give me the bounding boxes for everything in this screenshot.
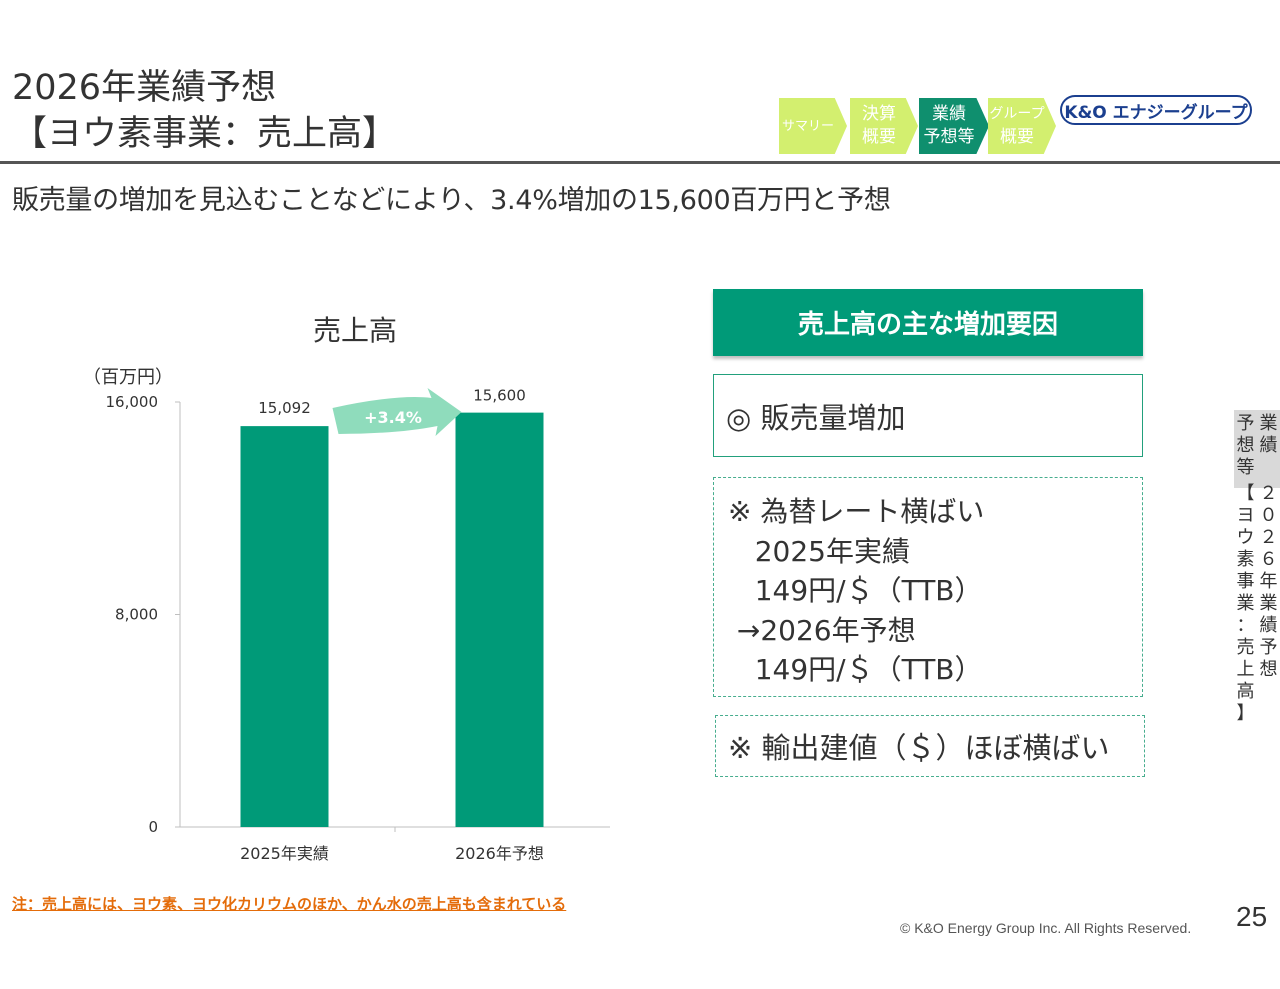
y-tick-label: 0 <box>148 818 158 836</box>
factor-export-price-box: ※ 輸出建値（＄）ほぼ横ばい <box>715 715 1145 777</box>
sidebar-char: 等 <box>1236 457 1255 478</box>
page-title-line1: 2026年業績予想 <box>12 68 277 108</box>
page-number: 25 <box>1236 901 1268 932</box>
x-category-label: 2026年予想 <box>455 844 544 863</box>
sidebar-vertical-text: 予想等 <box>1234 413 1257 479</box>
growth-annotation: +3.4% <box>364 408 422 427</box>
nav-summary-label: サマリー <box>781 118 834 134</box>
footnote: 注：売上高には、ヨウ素、ヨウ化カリウムのほか、かん水の売上高も含まれている <box>12 895 567 913</box>
fx-line: 149円/＄（TTB） <box>728 574 983 607</box>
sidebar-char: 年 <box>1259 571 1278 592</box>
sidebar-char: ： <box>1236 615 1255 636</box>
sidebar-char: 績 <box>1259 435 1278 456</box>
sidebar-char: ２ <box>1259 527 1278 548</box>
y-tick-label: 16,000 <box>106 393 159 411</box>
fx-line: →2026年予想 <box>728 613 916 647</box>
sidebar-char: 想 <box>1259 659 1278 680</box>
company-logo: K&O エナジーグループ <box>1060 95 1252 125</box>
y-axis-label: （百万円） <box>83 367 173 388</box>
nav-tab-summary[interactable]: サマリー <box>779 98 847 154</box>
nav-tab-forecast[interactable]: 業績 予想等 <box>919 98 989 154</box>
nav-results-label-1: 決算 <box>862 104 896 124</box>
y-tick-label: 8,000 <box>115 606 158 624</box>
factors-header: 売上高の主な増加要因 <box>713 289 1143 356</box>
sidebar-char: ヨ <box>1236 505 1255 526</box>
fx-line: ※ 為替レート横ばい <box>728 495 985 528</box>
sidebar-section-tag <box>1234 410 1280 488</box>
nav-results-label-2: 概要 <box>862 127 896 147</box>
bar-value-label: 15,092 <box>258 399 311 417</box>
nav-tab-results[interactable]: 決算 概要 <box>850 98 918 154</box>
nav-tab-group[interactable]: グループ 概要 <box>988 98 1056 154</box>
sidebar-char: ウ <box>1236 527 1255 548</box>
sidebar-char: 素 <box>1236 549 1255 570</box>
fx-line: 2025年実績 <box>728 534 910 568</box>
sidebar-char: 業 <box>1259 593 1278 614</box>
header-divider <box>0 161 1280 164</box>
sidebar-vertical-text: 業績 <box>1257 413 1280 457</box>
sidebar-char: 】 <box>1236 703 1255 724</box>
sidebar-char: 績 <box>1259 615 1278 636</box>
factor-fx-box: ※ 為替レート横ばい 2025年実績 149円/＄（TTB） →2026年予想 … <box>713 477 1143 697</box>
sidebar-vertical-text: 【ヨウ素事業：売上高】 <box>1234 483 1257 725</box>
sidebar-char: ６ <box>1259 549 1278 570</box>
sidebar-char: 業 <box>1236 593 1255 614</box>
bar-1 <box>240 426 329 827</box>
nav-forecast-label-2: 予想等 <box>923 127 975 147</box>
page-subtitle: 販売量の増加を見込むことなどにより、3.4%増加の15,600百万円と予想 <box>12 185 891 216</box>
sidebar-char: 高 <box>1236 681 1255 702</box>
sidebar-char: ２ <box>1259 483 1278 504</box>
nav-group-label-1: グループ <box>989 106 1045 122</box>
nav-forecast-label-1: 業績 <box>932 104 966 124</box>
sidebar-char: 上 <box>1236 659 1255 680</box>
sidebar-char: ０ <box>1259 505 1278 526</box>
factor-volume-box: ◎ 販売量増加 <box>713 374 1143 457</box>
sidebar-char: 売 <box>1236 637 1255 658</box>
sidebar-char: 業 <box>1259 413 1278 434</box>
bar-2 <box>455 412 544 827</box>
sidebar-char: 想 <box>1236 435 1255 456</box>
nav-group-label-2: 概要 <box>999 127 1034 147</box>
sidebar-char: 予 <box>1236 413 1255 434</box>
growth-arrow <box>332 387 462 436</box>
sidebar-char: 事 <box>1236 571 1255 592</box>
copyright: © K&O Energy Group Inc. All Rights Reser… <box>900 920 1192 936</box>
sales-bar-chart: 売上高 （百万円） 0 8,000 16,000 15,092 2025年実績 15,600 2… <box>83 314 610 863</box>
sidebar-char: 【 <box>1236 483 1255 504</box>
x-category-label: 2025年実績 <box>240 844 329 863</box>
fx-line: 149円/＄（TTB） <box>728 653 983 686</box>
chart-title: 売上高 <box>313 314 397 347</box>
sidebar-char: 予 <box>1259 637 1278 658</box>
bar-value-label: 15,600 <box>473 387 526 405</box>
page-title-line2: 【ヨウ素事業：売上高】 <box>12 114 398 154</box>
